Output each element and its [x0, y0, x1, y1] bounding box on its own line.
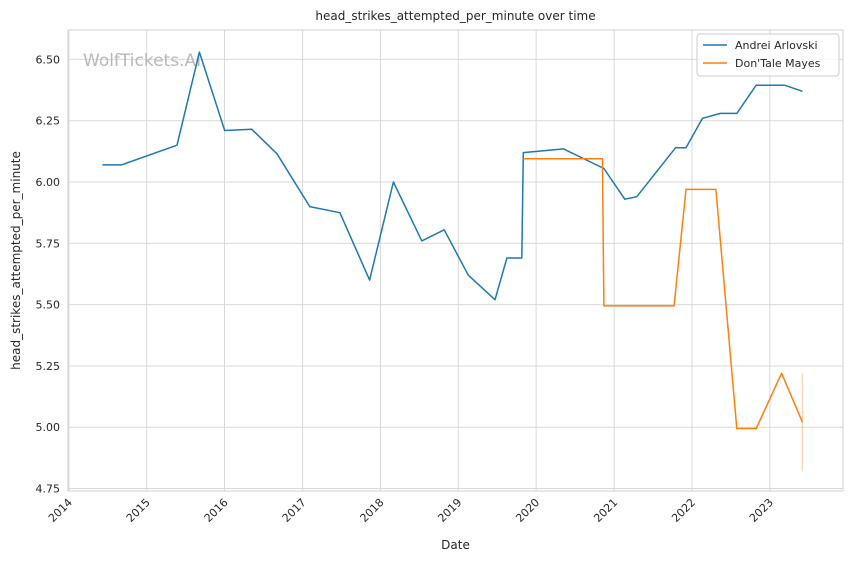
legend: Andrei Arlovski Don'Tale Mayes	[696, 33, 840, 77]
legend-box	[696, 33, 840, 77]
y-tick-label: 6.00	[36, 176, 61, 189]
y-tick-labels: 4.75 5.00 5.25 5.50 5.75 6.00 6.25 6.50	[36, 53, 61, 495]
y-tick-label: 5.00	[36, 421, 61, 434]
x-axis-title: Date	[441, 538, 470, 552]
legend-label-andrei-arlovski: Andrei Arlovski	[735, 39, 818, 52]
grid-lines	[68, 30, 843, 491]
y-tick-label: 5.50	[36, 299, 61, 312]
watermark: WolfTickets.AI	[83, 51, 201, 71]
y-tick-label: 4.75	[36, 483, 61, 496]
y-tick-label: 6.50	[36, 53, 61, 66]
series-lines	[102, 51, 804, 430]
y-tick-label: 5.75	[36, 237, 61, 250]
chart-title: head_strikes_attempted_per_minute over t…	[315, 9, 595, 23]
legend-label-dontale-mayes: Don'Tale Mayes	[735, 57, 821, 70]
plot-frame	[67, 29, 844, 492]
y-tick-label: 5.25	[36, 360, 61, 373]
y-axis-title: head_strikes_attempted_per_minute	[9, 151, 23, 370]
series-line-1	[523, 157, 804, 430]
series-line-0	[102, 51, 803, 301]
y-tick-label: 6.25	[36, 115, 61, 128]
